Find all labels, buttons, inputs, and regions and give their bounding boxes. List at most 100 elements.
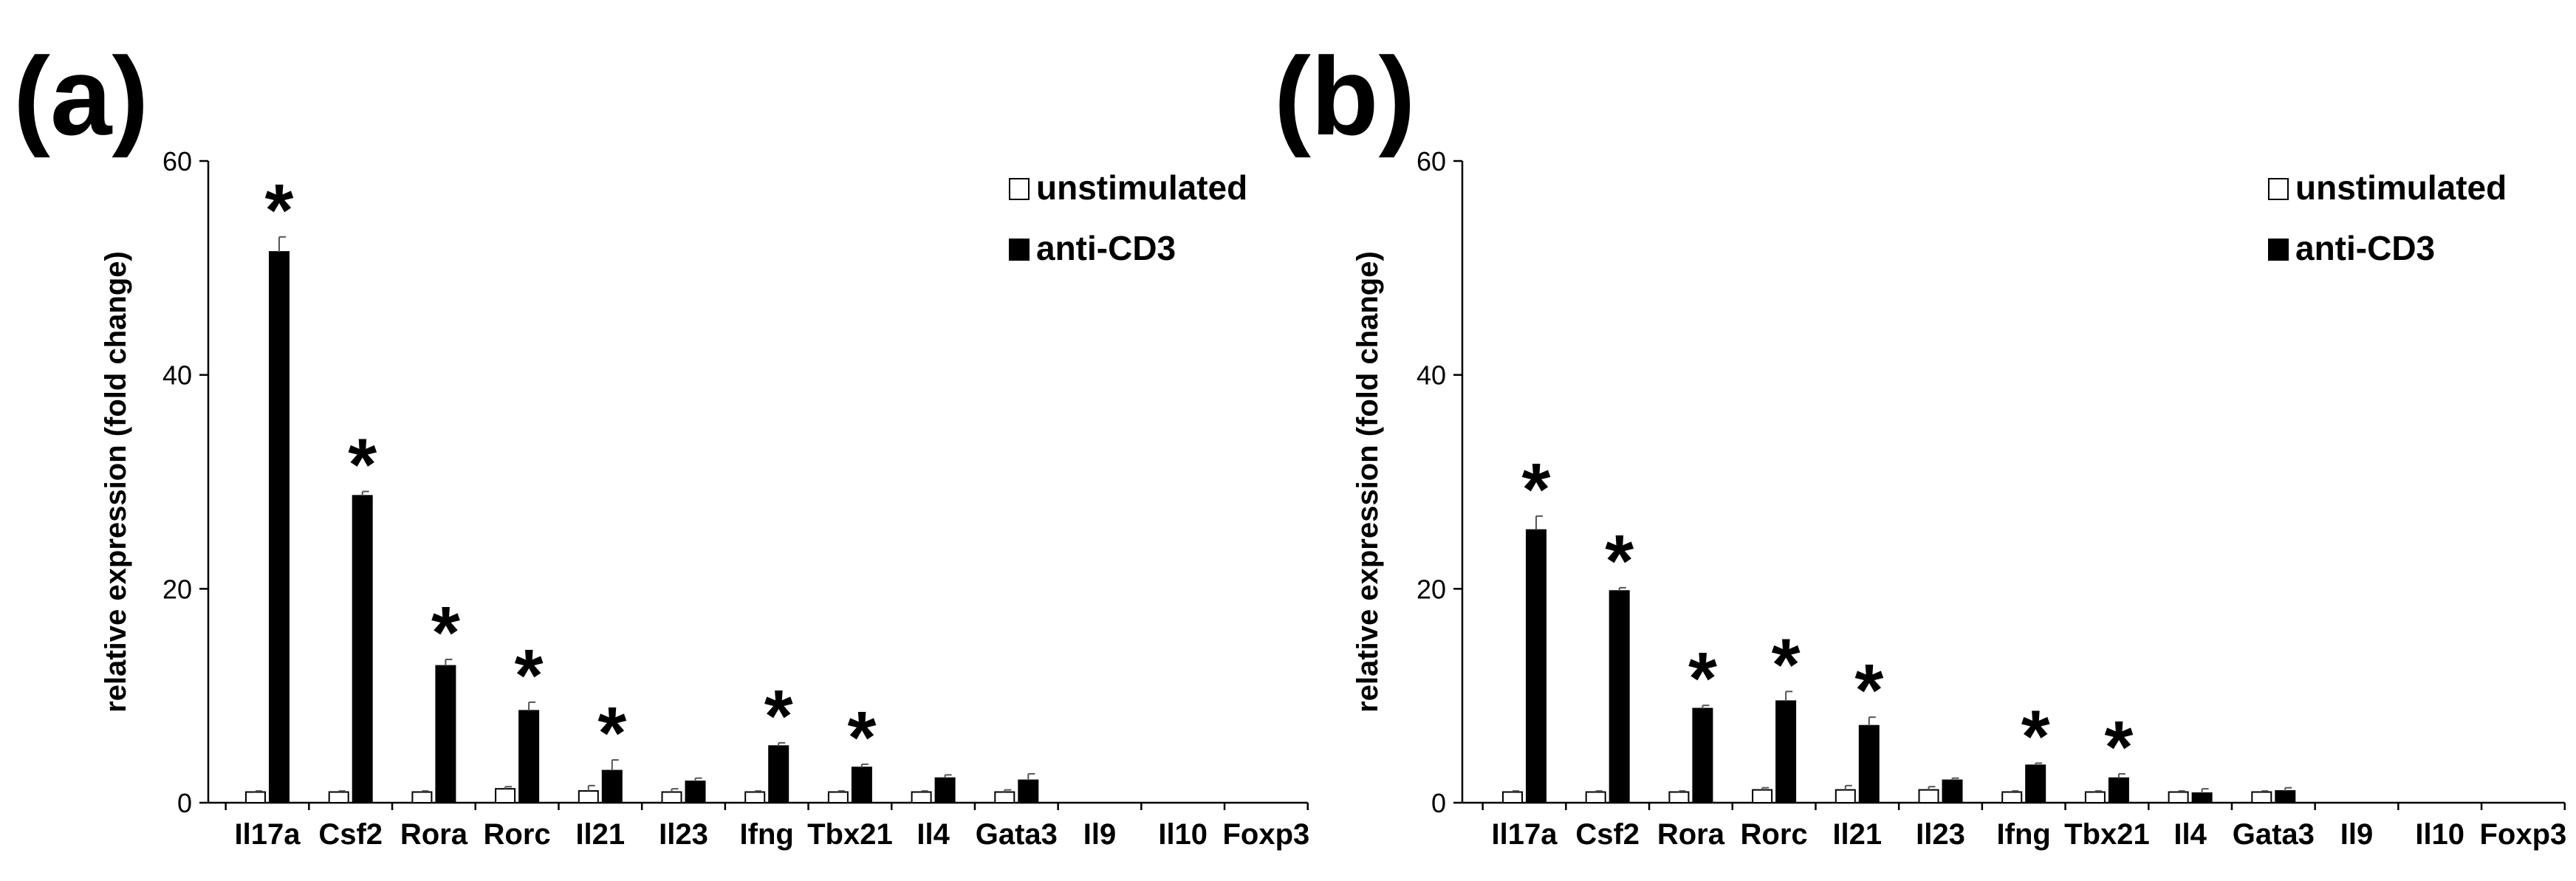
x-tick-label: Gata3 xyxy=(2233,818,2315,851)
bar-anti-cd3 xyxy=(1609,590,1630,803)
bar-anti-cd3 xyxy=(601,769,623,804)
y-tick-label: 60 xyxy=(1417,146,1446,176)
bar-unstimulated xyxy=(245,791,266,804)
bar-unstimulated xyxy=(328,791,349,804)
x-tick-label: Csf2 xyxy=(1575,818,1640,851)
panel-label: (b) xyxy=(1274,34,1416,158)
significance-marker: * xyxy=(431,592,460,674)
bar-unstimulated xyxy=(1752,789,1773,803)
significance-marker: * xyxy=(515,634,544,717)
bar-anti-cd3 xyxy=(435,665,456,804)
significance-marker: * xyxy=(847,696,876,779)
x-tick-label: Il9 xyxy=(2340,818,2373,851)
y-tick-label: 20 xyxy=(162,574,192,604)
x-tick-label: Il23 xyxy=(1916,818,1965,851)
panel-b: (b) relative expression (fold change) 0 20 4… xyxy=(1274,34,2566,851)
significance-marker: * xyxy=(348,424,377,507)
legend-label-anti-cd3: anti-CD3 xyxy=(1036,229,1176,267)
bar-unstimulated xyxy=(1835,789,1856,803)
significance-marker: * xyxy=(1605,520,1634,603)
panel-a: (a) relative expression (fold change) 0 20 4… xyxy=(13,34,1309,851)
bar-unstimulated xyxy=(411,791,433,804)
bar-unstimulated xyxy=(495,788,516,803)
bar-anti-cd3 xyxy=(1526,529,1546,803)
legend-swatch-anti-cd3 xyxy=(1009,239,1030,261)
bar-anti-cd3 xyxy=(269,251,290,803)
bar-unstimulated xyxy=(994,791,1015,804)
bar-unstimulated xyxy=(744,791,766,804)
bar-unstimulated xyxy=(827,791,849,804)
bar-unstimulated xyxy=(1918,789,1939,803)
bar-unstimulated xyxy=(2251,791,2272,804)
bar-unstimulated xyxy=(1502,791,1523,804)
y-tick-label: 20 xyxy=(1417,574,1446,604)
bar-anti-cd3 xyxy=(1775,700,1797,803)
significance-marker: * xyxy=(265,169,294,252)
bar-unstimulated xyxy=(2084,791,2106,804)
x-tick-label: Il17a xyxy=(1492,818,1558,851)
significance-marker: * xyxy=(2021,695,2050,778)
y-axis-label: relative expression (fold change) xyxy=(100,251,132,713)
x-tick-label: Rora xyxy=(400,818,468,851)
x-tick-label: Ifng xyxy=(1997,818,2051,851)
bar-anti-cd3 xyxy=(934,777,956,804)
x-tick-label: Gata3 xyxy=(976,818,1058,851)
x-tick-label: Ifng xyxy=(740,818,794,851)
legend-label-unstimulated: unstimulated xyxy=(1036,168,1247,207)
x-tick-label: Il23 xyxy=(659,818,708,851)
legend-swatch-unstimulated xyxy=(1009,178,1030,200)
significance-marker: * xyxy=(597,692,626,775)
significance-marker: * xyxy=(1688,637,1717,720)
x-tick-label: Rorc xyxy=(484,818,551,851)
bar-anti-cd3 xyxy=(352,495,373,803)
x-tick-label: Il21 xyxy=(1832,818,1882,851)
bar-anti-cd3 xyxy=(2108,777,2129,804)
bar-anti-cd3 xyxy=(1858,724,1880,803)
significance-marker: * xyxy=(1854,649,1883,732)
bar-anti-cd3 xyxy=(685,781,706,803)
bar-anti-cd3 xyxy=(2275,790,2296,804)
bar-unstimulated xyxy=(661,791,682,804)
bar-unstimulated xyxy=(1668,791,1690,804)
y-axis-label: relative expression (fold change) xyxy=(1352,251,1384,713)
x-tick-label: Rora xyxy=(1657,818,1725,851)
bar-unstimulated xyxy=(1585,791,1606,804)
bar-anti-cd3 xyxy=(768,745,789,804)
x-tick-label: Il17a xyxy=(235,818,301,851)
x-tick-label: Foxp3 xyxy=(2480,818,2567,851)
bar-anti-cd3 xyxy=(518,710,540,804)
x-tick-label: Tbx21 xyxy=(807,818,893,851)
y-tick-label: 40 xyxy=(1417,360,1446,391)
bar-anti-cd3 xyxy=(1018,779,1039,803)
bar-unstimulated xyxy=(911,791,932,804)
legend-swatch-anti-cd3 xyxy=(2268,239,2289,261)
significance-marker: * xyxy=(1772,623,1801,706)
x-tick-label: Il10 xyxy=(2415,818,2464,851)
y-tick-label: 0 xyxy=(1431,788,1446,818)
x-tick-label: Rorc xyxy=(1741,818,1808,851)
x-tick-label: Il10 xyxy=(1158,818,1208,851)
y-tick-label: 40 xyxy=(162,360,192,391)
legend-label-anti-cd3: anti-CD3 xyxy=(2295,229,2435,267)
significance-marker: * xyxy=(2104,706,2133,789)
bar-unstimulated xyxy=(2001,791,2023,804)
y-tick-label: 60 xyxy=(162,146,192,176)
x-tick-label: Il4 xyxy=(917,818,950,851)
x-tick-label: Foxp3 xyxy=(1223,818,1310,851)
x-tick-label: Csf2 xyxy=(318,818,383,851)
legend: unstimulated anti-CD3 xyxy=(2268,168,2507,267)
x-tick-label: Il9 xyxy=(1083,818,1116,851)
x-tick-label: Il21 xyxy=(575,818,625,851)
bar-anti-cd3 xyxy=(1942,779,1963,803)
y-tick-label: 0 xyxy=(177,788,192,818)
x-tick-label: Il4 xyxy=(2174,818,2207,851)
bar-unstimulated xyxy=(2168,791,2189,804)
legend-label-unstimulated: unstimulated xyxy=(2295,168,2507,207)
significance-marker: * xyxy=(1522,448,1551,531)
legend-swatch-unstimulated xyxy=(2268,178,2289,200)
bar-anti-cd3 xyxy=(851,767,872,803)
legend: unstimulated anti-CD3 xyxy=(1009,168,1247,267)
x-tick-label: Tbx21 xyxy=(2064,818,2150,851)
